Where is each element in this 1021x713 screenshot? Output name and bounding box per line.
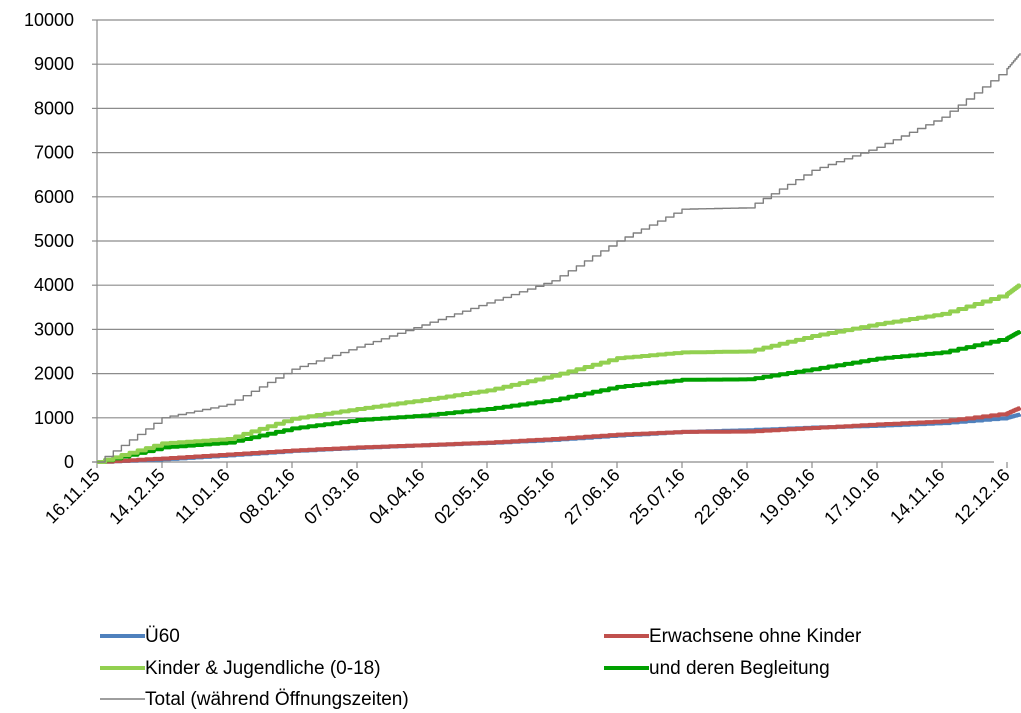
y-tick-label: 8000 — [34, 98, 74, 118]
x-tick-label: 16.11.15 — [41, 465, 104, 528]
x-tick-label: 14.11.16 — [886, 465, 949, 528]
series-lines — [97, 53, 1021, 464]
legend: Ü60 Erwachsene ohne Kinder Kinder & Jugend… — [100, 626, 862, 710]
y-axis-tick-labels: 0 1000 2000 3000 4000 5000 6000 7000 8000 9000 100… — [24, 10, 74, 472]
x-tick-label: 14.12.15 — [105, 465, 169, 529]
x-tick-label: 04.04.16 — [365, 465, 429, 529]
y-tick-label: 1000 — [34, 408, 74, 428]
y-tick-label: 4000 — [34, 275, 74, 295]
legend-label: Erwachsene ohne Kinder — [649, 626, 862, 647]
x-tick-label: 07.03.16 — [300, 465, 364, 529]
legend-label: Total (während Öffnungszeiten) — [145, 689, 409, 710]
y-tick-label: 3000 — [34, 319, 74, 339]
legend-label: und deren Begleitung — [649, 658, 830, 679]
x-tick-label: 11.01.16 — [171, 465, 234, 528]
x-axis-tick-labels: 16.11.15 14.12.15 11.01.16 08.02.16 07.03.16… — [41, 465, 1014, 529]
y-tick-label: 2000 — [34, 364, 74, 384]
gridlines — [97, 19, 994, 419]
y-tick-label: 7000 — [34, 143, 74, 163]
legend-label: Ü60 — [145, 626, 180, 647]
series-line-4 — [97, 330, 1021, 464]
series-line-5 — [97, 53, 1021, 463]
x-tick-label: 25.07.16 — [625, 465, 689, 529]
legend-item: Kinder & Jugendliche (0-18) — [100, 658, 381, 679]
x-tick-label: 19.09.16 — [755, 465, 819, 529]
legend-item: und deren Begleitung — [604, 658, 830, 679]
y-tick-label: 10000 — [24, 10, 74, 30]
x-axis — [92, 19, 1008, 468]
x-tick-label: 12.12.16 — [950, 465, 1014, 529]
y-tick-label: 6000 — [34, 187, 74, 207]
y-tick-label: 5000 — [34, 231, 74, 251]
series-line-3 — [97, 283, 1021, 464]
x-tick-label: 22.08.16 — [690, 465, 754, 529]
x-tick-label: 27.06.16 — [560, 465, 624, 529]
x-tick-label: 08.02.16 — [235, 465, 299, 529]
legend-label: Kinder & Jugendliche (0-18) — [145, 658, 381, 679]
x-tick-label: 02.05.16 — [430, 465, 494, 529]
y-tick-label: 9000 — [34, 54, 74, 74]
legend-item: Erwachsene ohne Kinder — [604, 626, 862, 647]
x-tick-label: 17.10.16 — [820, 465, 884, 529]
y-tick-label: 0 — [64, 452, 74, 472]
legend-item: Total (während Öffnungszeiten) — [100, 689, 409, 710]
legend-item: Ü60 — [100, 626, 180, 647]
x-tick-label: 30.05.16 — [495, 465, 559, 529]
series-line-2 — [97, 406, 1021, 464]
